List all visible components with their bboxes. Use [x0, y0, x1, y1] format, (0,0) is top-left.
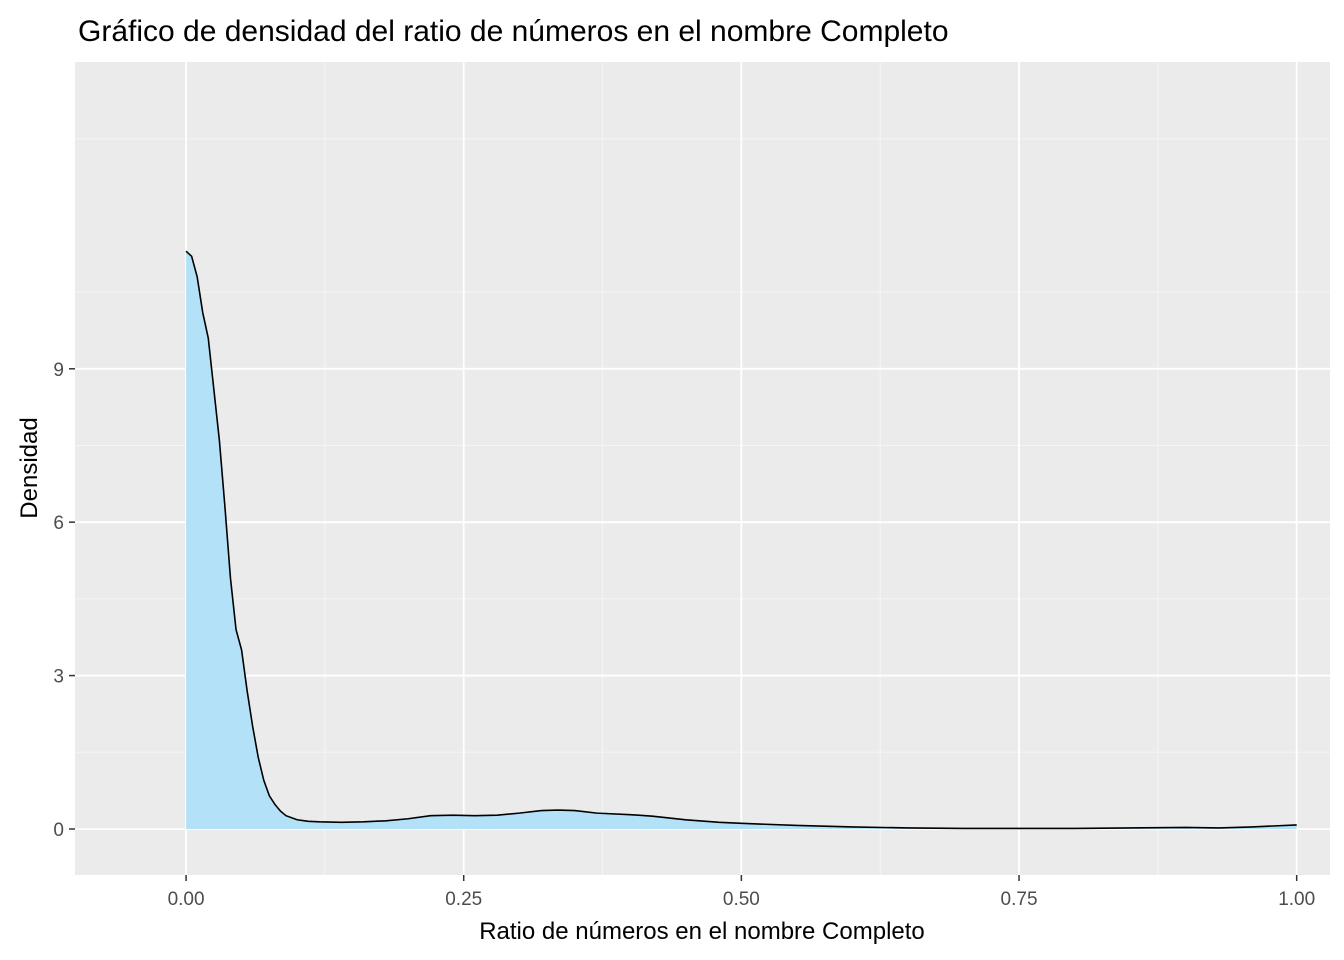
- x-axis-ticks: [185, 875, 1298, 881]
- x-tick-label: 1.00: [1278, 889, 1315, 910]
- y-tick-label: 3: [53, 667, 64, 688]
- y-axis-ticks: [69, 368, 75, 830]
- x-tick-label: 0.25: [445, 889, 482, 910]
- x-axis-tick-labels: 0.00 0.25 0.50 0.75 1.00: [168, 889, 1316, 910]
- x-axis-title: Ratio de números en el nombre Completo: [479, 918, 925, 945]
- x-tick-label: 0.00: [168, 889, 205, 910]
- y-tick-label: 6: [53, 513, 64, 534]
- chart-title: Gráfico de densidad del ratio de números…: [78, 15, 949, 48]
- x-tick-label: 0.75: [1001, 889, 1038, 910]
- y-axis-title: Densidad: [16, 417, 43, 518]
- y-tick-label: 0: [53, 820, 64, 841]
- grid-minor: [75, 62, 1330, 875]
- grid-major: [75, 62, 1330, 875]
- density-line: [185, 250, 1297, 830]
- x-tick-label: 0.50: [723, 889, 760, 910]
- y-tick-label: 9: [53, 360, 64, 381]
- plot-panel: [75, 62, 1330, 875]
- y-axis-tick-labels: 0 3 6 9: [53, 360, 64, 841]
